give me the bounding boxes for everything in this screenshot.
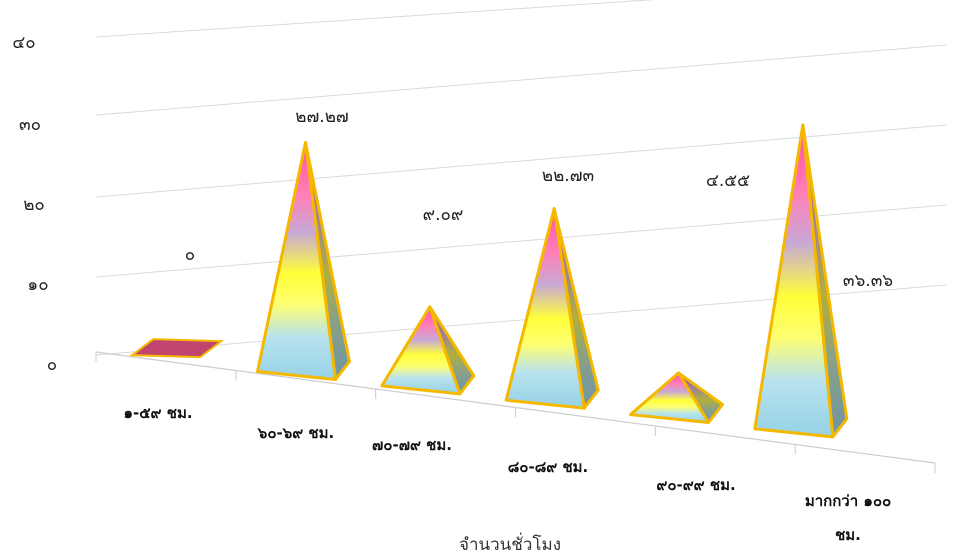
pyramid-front-face bbox=[256, 141, 337, 381]
category-label: ๗๐-๗๙ ชม. bbox=[372, 436, 452, 454]
y-tick-label: ๔๐ bbox=[12, 33, 35, 53]
y-tick-label: ๑๐ bbox=[27, 275, 48, 295]
data-label: ๒๗.๒๗ bbox=[295, 107, 348, 127]
y-tick-label: ๓๐ bbox=[19, 115, 41, 135]
data-label: ๓๖.๓๖ bbox=[843, 271, 893, 291]
category-label: มากกว่า ๑๐๐ bbox=[805, 492, 891, 510]
data-label: ๒๒.๗๓ bbox=[542, 166, 594, 186]
y-tick-label: ๐ bbox=[47, 355, 57, 375]
category-label: ๘๐-๘๙ ชม. bbox=[508, 458, 589, 476]
category-label: ๖๐-๖๙ ชม. bbox=[257, 424, 334, 442]
y-axis-ticks: ๐ ๑๐ ๒๐ ๓๐ ๔๐ bbox=[12, 33, 57, 375]
pyramid-bars bbox=[129, 123, 849, 439]
pyramid-front-face bbox=[504, 207, 586, 410]
gridline bbox=[95, 0, 656, 38]
x-axis bbox=[95, 351, 936, 473]
bar-flat bbox=[129, 338, 225, 359]
pyramid-front-face bbox=[380, 305, 462, 396]
data-label: ๙.๐๙ bbox=[423, 205, 464, 225]
category-label: ชม. bbox=[835, 526, 861, 544]
category-labels: ๑-๕๙ ชม. ๖๐-๖๙ ชม. ๗๐-๗๙ ชม. ๘๐-๘๙ ชม. ๙๐-๙๙… bbox=[123, 404, 891, 544]
pyramid-front-face bbox=[753, 123, 835, 439]
data-label: ๔.๕๕ bbox=[706, 171, 750, 191]
category-label: ๑-๕๙ ชม. bbox=[123, 404, 192, 422]
gridline bbox=[95, 124, 947, 198]
pyramid-front-face bbox=[629, 371, 710, 424]
category-label: ๙๐-๙๙ ชม. bbox=[656, 476, 735, 494]
x-axis-title: จำนวนชั่วโมง bbox=[459, 532, 561, 555]
y-tick-label: ๒๐ bbox=[23, 195, 45, 215]
gridline bbox=[95, 44, 947, 116]
data-label: ๐ bbox=[185, 245, 195, 265]
